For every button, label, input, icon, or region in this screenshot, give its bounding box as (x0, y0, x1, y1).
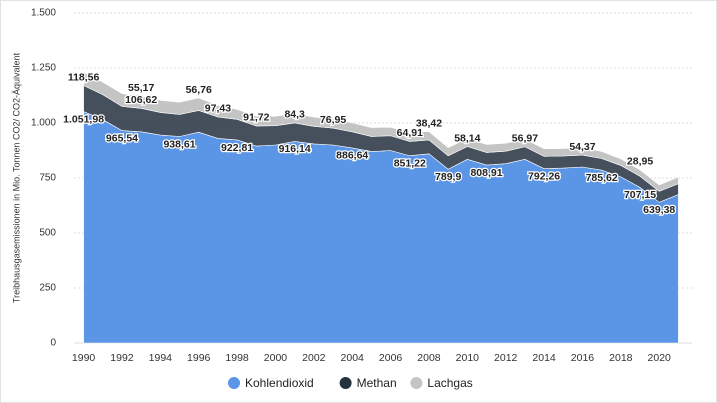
data-label: 38,42 (416, 117, 442, 129)
x-tick-label: 2006 (379, 352, 403, 364)
legend-label: Lachgas (427, 376, 472, 390)
data-label: 118,56 (68, 71, 100, 83)
x-tick-label: 2004 (341, 352, 365, 364)
x-tick-label: 2020 (648, 352, 672, 364)
x-tick-label: 1996 (187, 352, 211, 364)
data-label: 938,61 (163, 138, 195, 150)
x-tick-label: 1990 (72, 352, 96, 364)
data-label: 808,91 (470, 167, 502, 179)
data-label: 639,38 (643, 204, 675, 216)
y-tick-label: 1.500 (31, 8, 56, 19)
x-tick-label: 2012 (494, 352, 518, 364)
data-label: 84,3 (284, 109, 305, 121)
x-tick-label: 2018 (609, 352, 633, 364)
x-tick-label: 2010 (456, 352, 480, 364)
x-tick-label: 2008 (417, 352, 441, 364)
data-label: 851,22 (394, 158, 426, 170)
data-label: 58,14 (454, 132, 480, 144)
data-label: 965,54 (106, 132, 138, 144)
y-tick-label: 750 (39, 173, 56, 184)
legend-label: Methan (357, 376, 397, 390)
x-tick-label: 1992 (110, 352, 134, 364)
area (83, 71, 679, 192)
data-label: 91,72 (243, 112, 269, 124)
x-tick-label: 2000 (264, 352, 288, 364)
data-label: 64,91 (397, 127, 423, 139)
x-tick-label: 2014 (532, 352, 556, 364)
data-label: 707,15 (624, 189, 656, 201)
data-label: 76,95 (320, 114, 346, 126)
data-label: 55,17 (128, 82, 154, 94)
y-axis-label: Treibhausgasemissionen in Mio. Tonnen CO… (11, 52, 21, 303)
data-label: 106,62 (125, 94, 157, 106)
legend-marker (228, 377, 240, 389)
y-tick-label: 0 (50, 338, 56, 349)
y-tick-label: 1.250 (31, 63, 56, 74)
data-label: 789,9 (435, 171, 461, 183)
legend-marker (339, 377, 352, 389)
y-tick-label: 1.000 (31, 118, 56, 129)
y-tick-label: 500 (39, 228, 56, 239)
data-label: 1.051,98 (63, 113, 104, 125)
data-label: 886,64 (336, 150, 368, 162)
x-tick-label: 2016 (571, 352, 595, 364)
legend-marker (410, 377, 423, 389)
x-tick-label: 2002 (302, 352, 326, 364)
data-label: 922,81 (221, 142, 253, 154)
data-label: 916,14 (279, 143, 311, 155)
x-tick-label: 1994 (149, 352, 173, 364)
legend-label: Kohlendioxid (245, 376, 314, 390)
data-label: 792,26 (528, 170, 560, 182)
x-tick-label: 1998 (225, 352, 249, 364)
data-label: 97,43 (205, 103, 231, 115)
data-label: 56,97 (512, 133, 538, 145)
data-label: 785,62 (586, 172, 618, 184)
data-label: 54,37 (569, 141, 595, 153)
y-tick-label: 250 (39, 283, 56, 294)
data-label: 28,95 (627, 156, 653, 168)
data-label: 56,76 (186, 84, 212, 96)
